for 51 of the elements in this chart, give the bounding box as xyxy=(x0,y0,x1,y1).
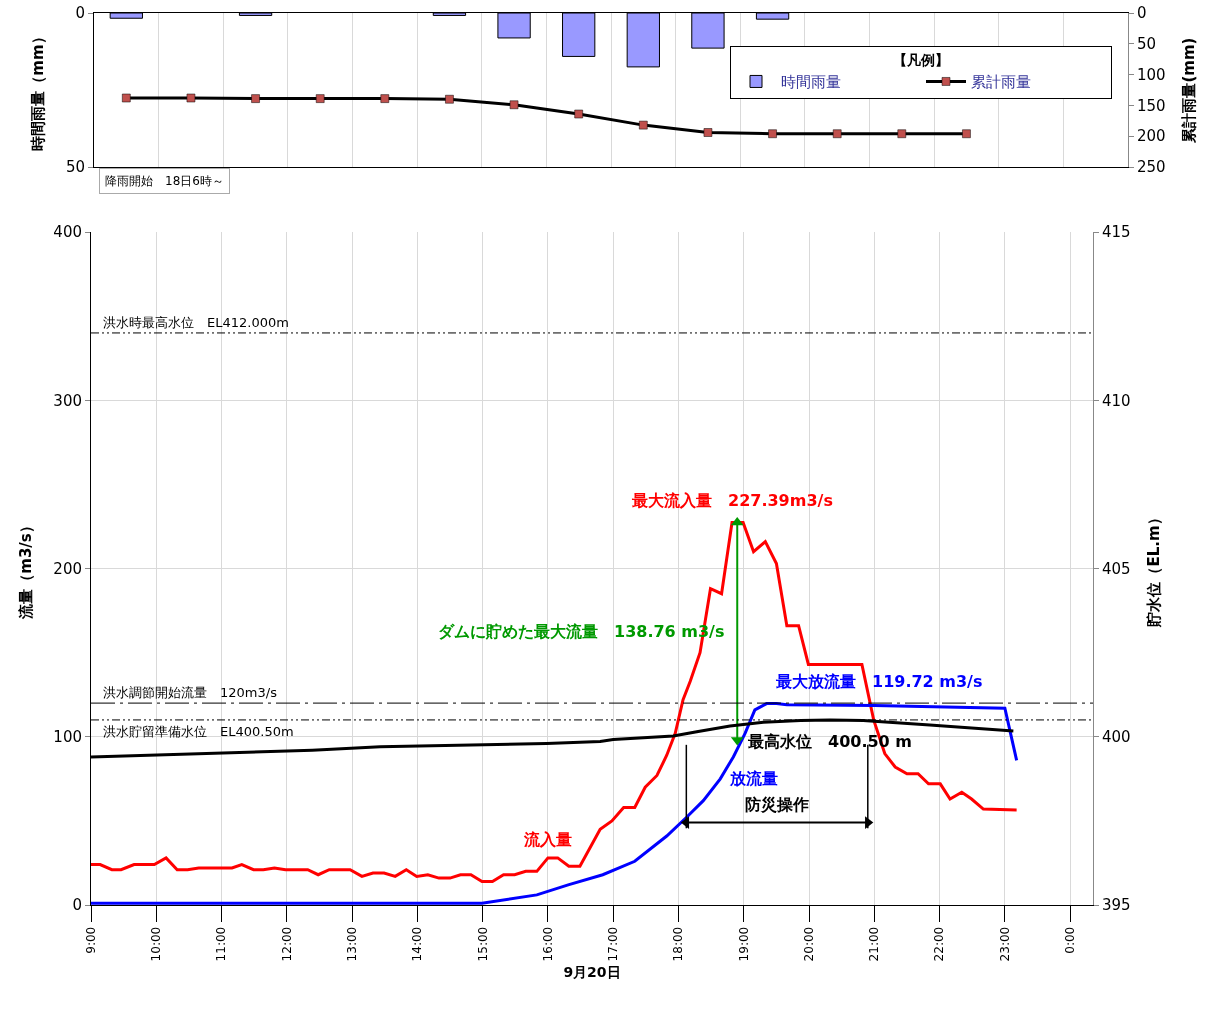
x-tick-label: 13:00 xyxy=(345,926,360,962)
x-tick-label: 22:00 xyxy=(932,926,947,962)
y-tick-label: 50 xyxy=(65,158,85,177)
text: 降雨開始 18日6時～ xyxy=(105,174,224,188)
y2-tick-label: 100 xyxy=(1137,65,1166,84)
y2-tick-label: 410 xyxy=(1102,391,1131,410)
y-tick-label: 300 xyxy=(53,391,82,410)
y-axis-title: 流量（m3/s） xyxy=(16,518,35,620)
x-tick-label: 16:00 xyxy=(540,926,555,962)
y-tick-label: 0 xyxy=(75,4,85,23)
x-tick-label: 23:00 xyxy=(997,926,1012,962)
data-label: 最大流入量 227.39m3/s xyxy=(631,491,833,510)
x-tick-label: 17:00 xyxy=(606,926,621,962)
x-tick-label: 11:00 xyxy=(214,926,229,962)
y2-tick-label: 415 xyxy=(1102,223,1131,242)
x-tick-label: 14:00 xyxy=(410,926,425,962)
x-tick-label: 10:00 xyxy=(149,926,164,962)
y2-tick-label: 400 xyxy=(1102,728,1131,746)
series-label: 放流量 xyxy=(729,769,778,788)
y-tick-label: 200 xyxy=(53,559,82,578)
y2-tick-label: 395 xyxy=(1102,896,1131,915)
x-tick-label: 19:00 xyxy=(736,926,751,962)
y2-tick-label: 250 xyxy=(1137,158,1166,177)
x-tick-label: 9:00 xyxy=(83,926,98,954)
y-tick-label: 0 xyxy=(72,896,82,915)
x-tick-label: 20:00 xyxy=(801,926,816,962)
y2-axis-title: 貯水位（EL.m） xyxy=(1144,510,1163,628)
legend-label: 時間雨量 xyxy=(781,73,841,92)
y-tick-label: 400 xyxy=(53,223,82,242)
series-label: 流入量 xyxy=(523,830,572,849)
y2-tick-label: 405 xyxy=(1102,559,1131,578)
legend-title: 【凡例】 xyxy=(893,52,949,69)
x-tick-label: 18:00 xyxy=(671,926,686,962)
x-tick-label: 12:00 xyxy=(279,926,294,962)
ref-line-label: 洪水貯留準備水位 EL400.50m xyxy=(103,724,294,739)
y-axis-title: 時間雨量（mm） xyxy=(29,29,48,151)
data-label: 最大放流量 119.72 m3/s xyxy=(775,672,983,691)
y2-tick-label: 200 xyxy=(1137,127,1166,146)
ref-line-label: 洪水時最高水位 EL412.000m xyxy=(103,315,289,330)
x-tick-label: 0:00 xyxy=(1063,926,1078,954)
y-tick-label: 100 xyxy=(53,728,82,746)
y2-tick-label: 150 xyxy=(1137,96,1166,115)
y2-tick-label: 50 xyxy=(1137,35,1157,54)
y2-tick-label: 0 xyxy=(1137,4,1147,23)
series-label: 防災操作 xyxy=(745,795,809,814)
x-axis-title: 9月20日 xyxy=(563,963,621,980)
y2-axis-title: 累計雨量(mm) xyxy=(1179,37,1198,144)
legend-label: 累計雨量 xyxy=(971,73,1031,92)
x-tick-label: 21:00 xyxy=(867,926,882,962)
x-tick-label: 15:00 xyxy=(475,926,490,962)
ref-line-label: 洪水調節開始流量 120m3/s xyxy=(103,685,278,700)
